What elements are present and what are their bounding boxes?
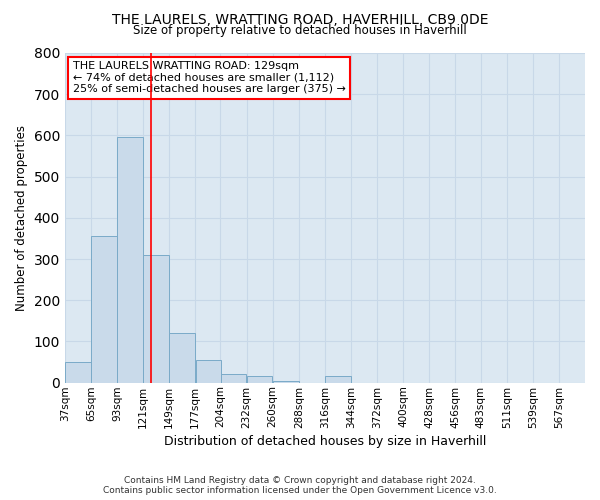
Bar [325, 376, 351, 382]
Bar [196, 360, 221, 382]
Text: THE LAURELS WRATTING ROAD: 129sqm
← 74% of detached houses are smaller (1,112)
2: THE LAURELS WRATTING ROAD: 129sqm ← 74% … [73, 61, 346, 94]
Bar [65, 362, 91, 382]
Bar [247, 376, 272, 382]
Bar [273, 380, 299, 382]
Bar [221, 374, 247, 382]
X-axis label: Distribution of detached houses by size in Haverhill: Distribution of detached houses by size … [164, 434, 486, 448]
Bar [117, 138, 143, 382]
Text: Contains HM Land Registry data © Crown copyright and database right 2024.
Contai: Contains HM Land Registry data © Crown c… [103, 476, 497, 495]
Bar [169, 333, 195, 382]
Y-axis label: Number of detached properties: Number of detached properties [15, 125, 28, 311]
Bar [143, 255, 169, 382]
Bar [91, 236, 117, 382]
Text: THE LAURELS, WRATTING ROAD, HAVERHILL, CB9 0DE: THE LAURELS, WRATTING ROAD, HAVERHILL, C… [112, 12, 488, 26]
Text: Size of property relative to detached houses in Haverhill: Size of property relative to detached ho… [133, 24, 467, 37]
